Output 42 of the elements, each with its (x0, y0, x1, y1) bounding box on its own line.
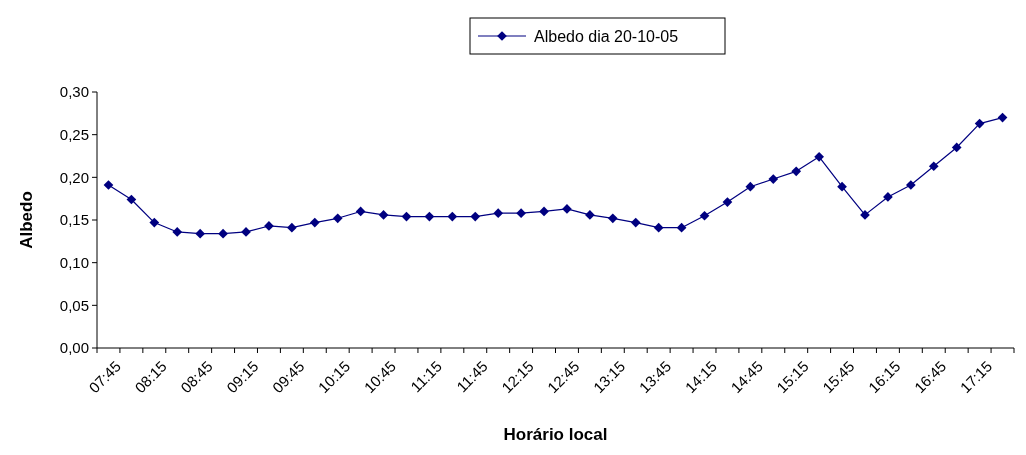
point (768, 174, 779, 184)
point (470, 211, 481, 222)
point (585, 210, 595, 220)
point (837, 181, 847, 192)
point (149, 217, 160, 228)
y-tick-label: 0,10 (59, 253, 89, 271)
point (607, 213, 618, 224)
point (539, 206, 549, 217)
y-tick-label: 0,00 (59, 339, 89, 357)
point (814, 152, 824, 162)
point (699, 210, 710, 221)
point (653, 222, 664, 233)
point (195, 228, 206, 239)
point (424, 211, 435, 222)
point (745, 181, 756, 192)
point (355, 206, 366, 217)
y-axis-title: Albedo (17, 191, 36, 249)
point (378, 210, 389, 220)
point (332, 213, 343, 224)
point (218, 228, 228, 239)
legend-label: Albedo dia 20-10-05 (534, 27, 679, 45)
point (791, 166, 802, 177)
point (309, 217, 320, 228)
point (951, 142, 962, 153)
point (447, 211, 458, 222)
point (516, 208, 526, 219)
point (103, 180, 114, 190)
y-tick-label: 0,20 (59, 168, 89, 186)
y-tick-label: 0,15 (59, 211, 89, 229)
point (630, 217, 641, 228)
point (722, 197, 733, 207)
point (905, 180, 916, 190)
point (172, 227, 183, 237)
point (974, 118, 985, 129)
x-axis-title: Horário local (503, 425, 608, 444)
y-tick-label: 0,25 (59, 125, 89, 143)
point (928, 161, 939, 172)
point (676, 222, 687, 233)
y-tick-label: 0,30 (59, 83, 89, 101)
point (287, 222, 297, 233)
point (493, 208, 504, 219)
y-tick-label: 0,05 (59, 296, 89, 314)
